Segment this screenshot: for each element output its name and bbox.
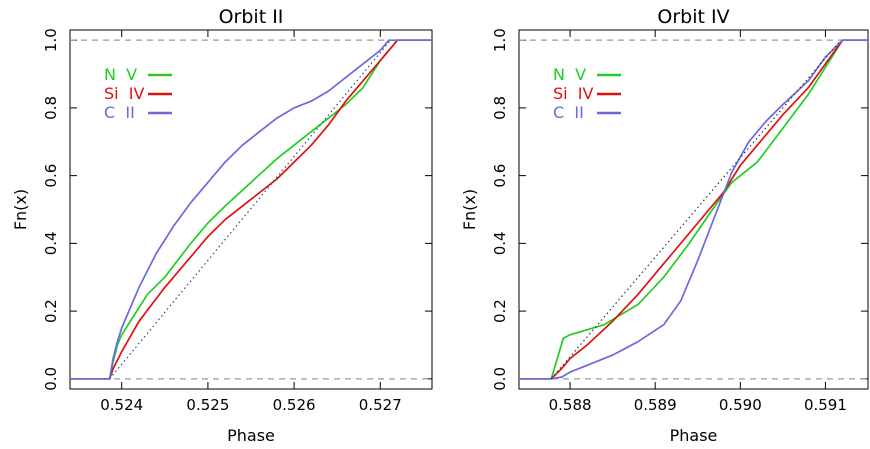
legend-label: Si IV bbox=[104, 84, 144, 103]
x-axis-label: Phase bbox=[670, 426, 718, 445]
y-axis-label: Fn(x) bbox=[11, 189, 30, 230]
chart-title: Orbit II bbox=[219, 6, 284, 28]
y-tick-label: 0.2 bbox=[42, 299, 60, 323]
legend-label: C II bbox=[104, 103, 135, 122]
y-tick-label: 1.0 bbox=[42, 28, 60, 52]
y-tick-label: 0.6 bbox=[42, 164, 60, 188]
x-tick-label: 0.526 bbox=[273, 396, 316, 414]
y-tick-label: 0.4 bbox=[491, 231, 509, 255]
y-tick-label: 0.0 bbox=[491, 367, 509, 391]
plot-frame bbox=[69, 29, 433, 390]
panel-orbit-iv: Orbit IV Phase Fn(x) 0.588 0.589 0.590 0.591 0.… bbox=[460, 6, 869, 445]
legend-label: N V bbox=[553, 65, 586, 84]
series-line bbox=[519, 39, 868, 380]
y-tick-label: 0.4 bbox=[42, 231, 60, 255]
panel-orbit-ii: Orbit II Phase Fn(x) 0.524 0.525 0.526 0.527 0.… bbox=[11, 6, 433, 445]
y-tick-label: 0.8 bbox=[42, 96, 60, 120]
series-line bbox=[70, 39, 432, 380]
legend-label: Si IV bbox=[553, 84, 593, 103]
y-tick-label: 0.0 bbox=[42, 367, 60, 391]
x-tick-label: 0.527 bbox=[359, 396, 402, 414]
x-tick-label: 0.590 bbox=[719, 396, 762, 414]
y-tick-label: 0.6 bbox=[491, 164, 509, 188]
y-tick-label: 0.2 bbox=[491, 299, 509, 323]
y-tick-label: 0.8 bbox=[491, 96, 509, 120]
x-tick-label: 0.588 bbox=[549, 396, 592, 414]
x-tick-label: 0.589 bbox=[634, 396, 677, 414]
x-tick-label: 0.525 bbox=[186, 396, 229, 414]
legend-label: C II bbox=[553, 103, 584, 122]
series-line bbox=[70, 39, 432, 380]
y-axis-label: Fn(x) bbox=[460, 189, 479, 230]
legend-label: N V bbox=[104, 65, 137, 84]
plot-frame bbox=[518, 29, 869, 390]
x-tick-label: 0.591 bbox=[804, 396, 847, 414]
x-axis-label: Phase bbox=[227, 426, 275, 445]
uniform-reference-line bbox=[109, 39, 392, 380]
y-tick-label: 1.0 bbox=[491, 28, 509, 52]
x-tick-label: 0.524 bbox=[100, 396, 143, 414]
series-line bbox=[70, 39, 432, 380]
series-line bbox=[519, 39, 868, 380]
chart-title: Orbit IV bbox=[657, 6, 729, 28]
series-line bbox=[519, 39, 868, 380]
